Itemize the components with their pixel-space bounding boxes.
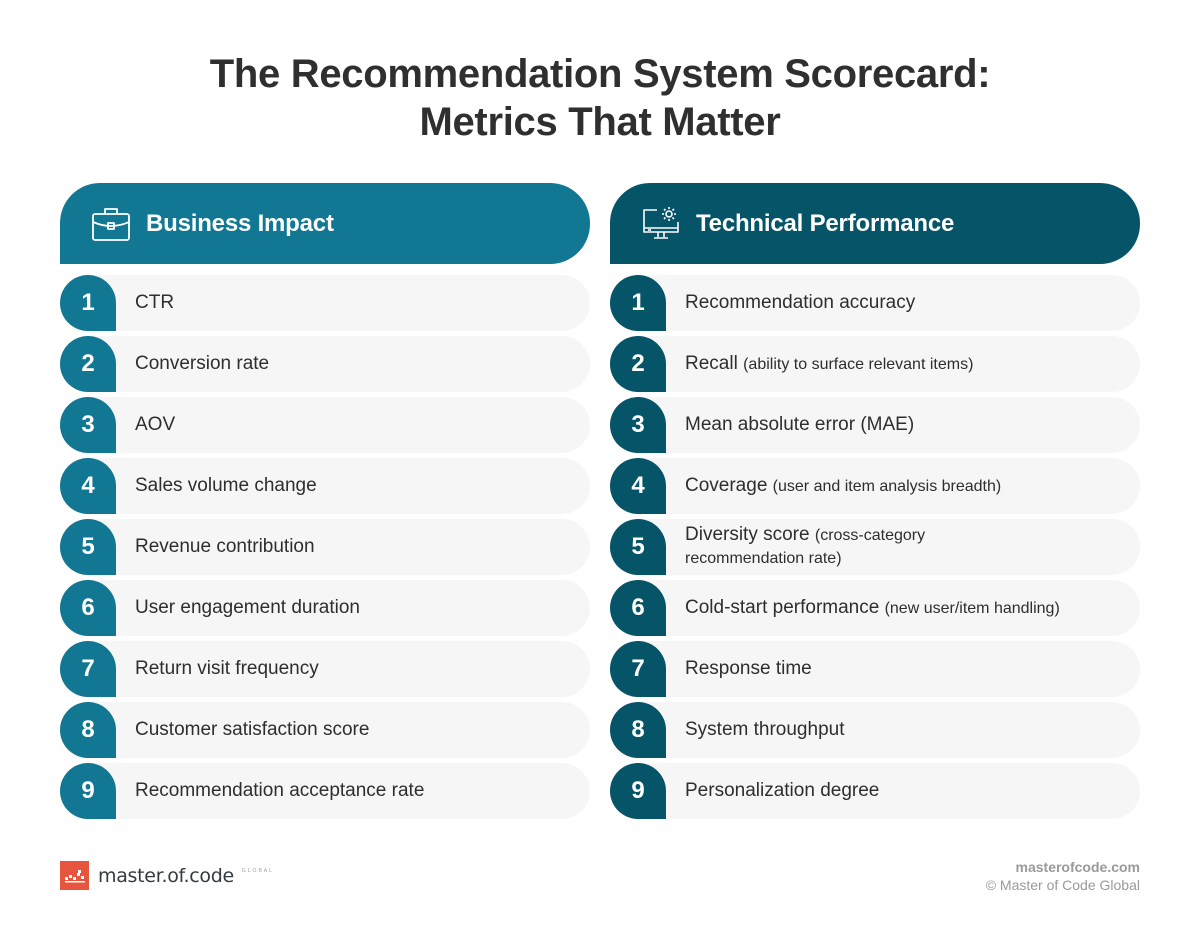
metric-label: Return visit frequency xyxy=(135,658,319,679)
number-badge: 2 xyxy=(60,336,116,392)
list-item: 2 Conversion rate xyxy=(60,336,590,392)
metric-note: (new user/item handling) xyxy=(884,599,1060,617)
number-badge: 8 xyxy=(610,702,666,758)
metric-label: Recall xyxy=(685,352,738,374)
list-item: 6 User engagement duration xyxy=(60,580,590,636)
metric-text: Response time xyxy=(685,658,832,680)
title-line-1: The Recommendation System Scorecard: xyxy=(209,52,991,96)
metric-label: System throughput xyxy=(685,719,845,740)
list-item: 5 Diversity score (cross-category recomme… xyxy=(610,519,1140,575)
metric-text: Personalization degree xyxy=(685,780,899,802)
number-badge: 9 xyxy=(60,763,116,819)
metric-text: Cold-start performance (new user/item ha… xyxy=(685,597,1080,620)
number-badge: 3 xyxy=(60,397,116,453)
metric-text: Diversity score (cross-category recommen… xyxy=(685,524,1045,570)
metric-note: (user and item analysis breadth) xyxy=(772,477,1002,495)
page-title: The Recommendation System Scorecard: Met… xyxy=(0,50,1200,146)
metric-label: Revenue contribution xyxy=(135,536,315,557)
list-item: 1 CTR xyxy=(60,275,590,331)
number-badge: 8 xyxy=(60,702,116,758)
business-impact-header: Business Impact xyxy=(60,183,590,264)
metric-label: Coverage xyxy=(685,474,768,496)
list-item: 8 System throughput xyxy=(610,702,1140,758)
metric-label: CTR xyxy=(135,292,175,313)
metric-label: Diversity score xyxy=(685,524,810,545)
metric-text: Recommendation accuracy xyxy=(685,292,935,314)
list-item: 7 Response time xyxy=(610,641,1140,697)
metric-text: System throughput xyxy=(685,719,864,741)
number-badge: 9 xyxy=(610,763,666,819)
list-item: 6 Cold-start performance (new user/item h… xyxy=(610,580,1140,636)
technical-performance-header: Technical Performance xyxy=(610,183,1140,264)
number-badge: 3 xyxy=(610,397,666,453)
business-metrics-list: 1 CTR 2 Conversion rate 3 AOV 4 Sales volume… xyxy=(60,275,590,819)
number-badge: 5 xyxy=(60,519,116,575)
site-link[interactable]: masterofcode.com xyxy=(1015,859,1140,875)
list-item: 9 Personalization degree xyxy=(610,763,1140,819)
logo-wordmark: master.of.code xyxy=(98,864,234,887)
number-badge: 4 xyxy=(610,458,666,514)
number-badge: 7 xyxy=(610,641,666,697)
number-badge: 7 xyxy=(60,641,116,697)
metric-label: Personalization degree xyxy=(685,780,880,801)
logo-mark-icon xyxy=(60,861,89,890)
number-badge: 1 xyxy=(610,275,666,331)
metric-label: Customer satisfaction score xyxy=(135,719,370,740)
metric-label: Recommendation acceptance rate xyxy=(135,780,425,801)
list-item: 8 Customer satisfaction score xyxy=(60,702,590,758)
title-line-2: Metrics That Matter xyxy=(419,100,781,144)
number-badge: 1 xyxy=(60,275,116,331)
metric-label: AOV xyxy=(135,414,176,435)
copyright: © Master of Code Global xyxy=(985,877,1140,893)
technical-performance-title: Technical Performance xyxy=(696,209,955,237)
metric-label: Recommendation accuracy xyxy=(685,292,916,313)
number-badge: 6 xyxy=(610,580,666,636)
briefcase-icon xyxy=(90,203,132,245)
metric-text: Mean absolute error (MAE) xyxy=(685,414,934,436)
logo-global: GLOBAL xyxy=(241,867,274,874)
number-badge: 4 xyxy=(60,458,116,514)
monitor-gear-icon xyxy=(640,203,682,245)
technical-performance-column: Technical Performance 1 Recommendation ac… xyxy=(610,183,1140,824)
list-item: 5 Revenue contribution xyxy=(60,519,590,575)
metric-label: Response time xyxy=(685,658,812,679)
list-item: 3 Mean absolute error (MAE) xyxy=(610,397,1140,453)
list-item: 1 Recommendation accuracy xyxy=(610,275,1140,331)
number-badge: 2 xyxy=(610,336,666,392)
metric-text: Coverage (user and item analysis breadth… xyxy=(685,475,1021,498)
metric-label: Mean absolute error (MAE) xyxy=(685,414,915,435)
footer-credits: masterofcode.com © Master of Code Global xyxy=(986,858,1140,894)
metric-note: (cross-category recommendation rate) xyxy=(685,527,926,567)
list-item: 9 Recommendation acceptance rate xyxy=(60,763,590,819)
list-item: 4 Sales volume change xyxy=(60,458,590,514)
metric-label: Conversion rate xyxy=(135,353,270,374)
list-item: 3 AOV xyxy=(60,397,590,453)
metric-label: Cold-start performance xyxy=(685,596,880,618)
number-badge: 5 xyxy=(610,519,666,575)
metric-note: (ability to surface relevant items) xyxy=(743,355,974,373)
number-badge: 6 xyxy=(60,580,116,636)
metric-text: Recall (ability to surface relevant item… xyxy=(685,353,993,376)
business-impact-title: Business Impact xyxy=(146,209,334,237)
metric-label: User engagement duration xyxy=(135,597,360,618)
technical-metrics-list: 1 Recommendation accuracy 2 Recall (abilit… xyxy=(610,275,1140,819)
master-of-code-logo[interactable]: master.of.code GLOBAL xyxy=(60,861,274,890)
list-item: 7 Return visit frequency xyxy=(60,641,590,697)
list-item: 4 Coverage (user and item analysis breadt… xyxy=(610,458,1140,514)
list-item: 2 Recall (ability to surface relevant ite… xyxy=(610,336,1140,392)
metric-label: Sales volume change xyxy=(135,475,317,496)
